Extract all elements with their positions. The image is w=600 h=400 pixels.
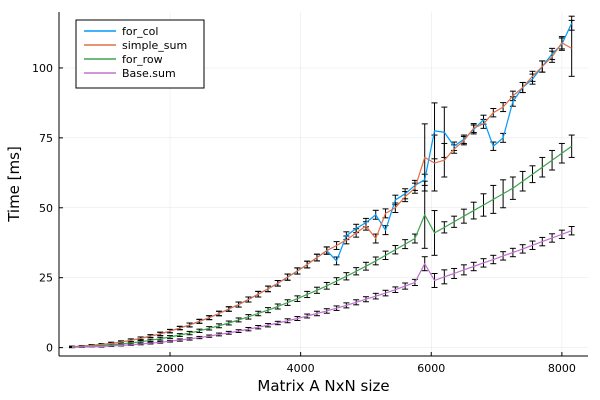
legend-item-simple_sum: simple_sum <box>84 39 187 52</box>
x-tick-label: 8000 <box>548 362 576 375</box>
series-line-simple_sum <box>72 42 572 348</box>
tick-labels: 2000 4000 6000 8000 0 25 50 75 100 <box>32 62 576 375</box>
legend-label: Base.sum <box>122 67 176 80</box>
x-tick-label: 4000 <box>287 362 315 375</box>
y-tick-label: 25 <box>39 272 53 285</box>
legend-label: for_row <box>122 53 163 66</box>
y-tick-label: 50 <box>39 202 53 215</box>
error-bar-simple_sum-51 <box>568 19 575 77</box>
legend-label: for_col <box>122 25 158 38</box>
series-lines <box>72 22 573 348</box>
y-axis-title: Time [ms] <box>5 146 23 223</box>
x-tick-label: 6000 <box>417 362 445 375</box>
y-tick-label: 100 <box>32 62 53 75</box>
series-line-Base-sum <box>72 230 572 348</box>
error-bar-for_row-51 <box>568 134 575 158</box>
axes <box>58 12 588 357</box>
x-axis-title: Matrix A NxN size <box>257 377 389 395</box>
error-bar-Base.sum-51 <box>568 226 575 236</box>
y-tick-label: 75 <box>39 132 53 145</box>
legend-item-for_row: for_row <box>84 53 163 66</box>
legend-item-for_col: for_col <box>84 25 158 38</box>
legend-label: simple_sum <box>122 39 187 52</box>
legend-item-Base-sum: Base.sum <box>84 67 176 80</box>
series-line-for_row <box>72 145 573 348</box>
x-tick-label: 2000 <box>156 362 184 375</box>
y-tick-label: 0 <box>46 342 53 355</box>
